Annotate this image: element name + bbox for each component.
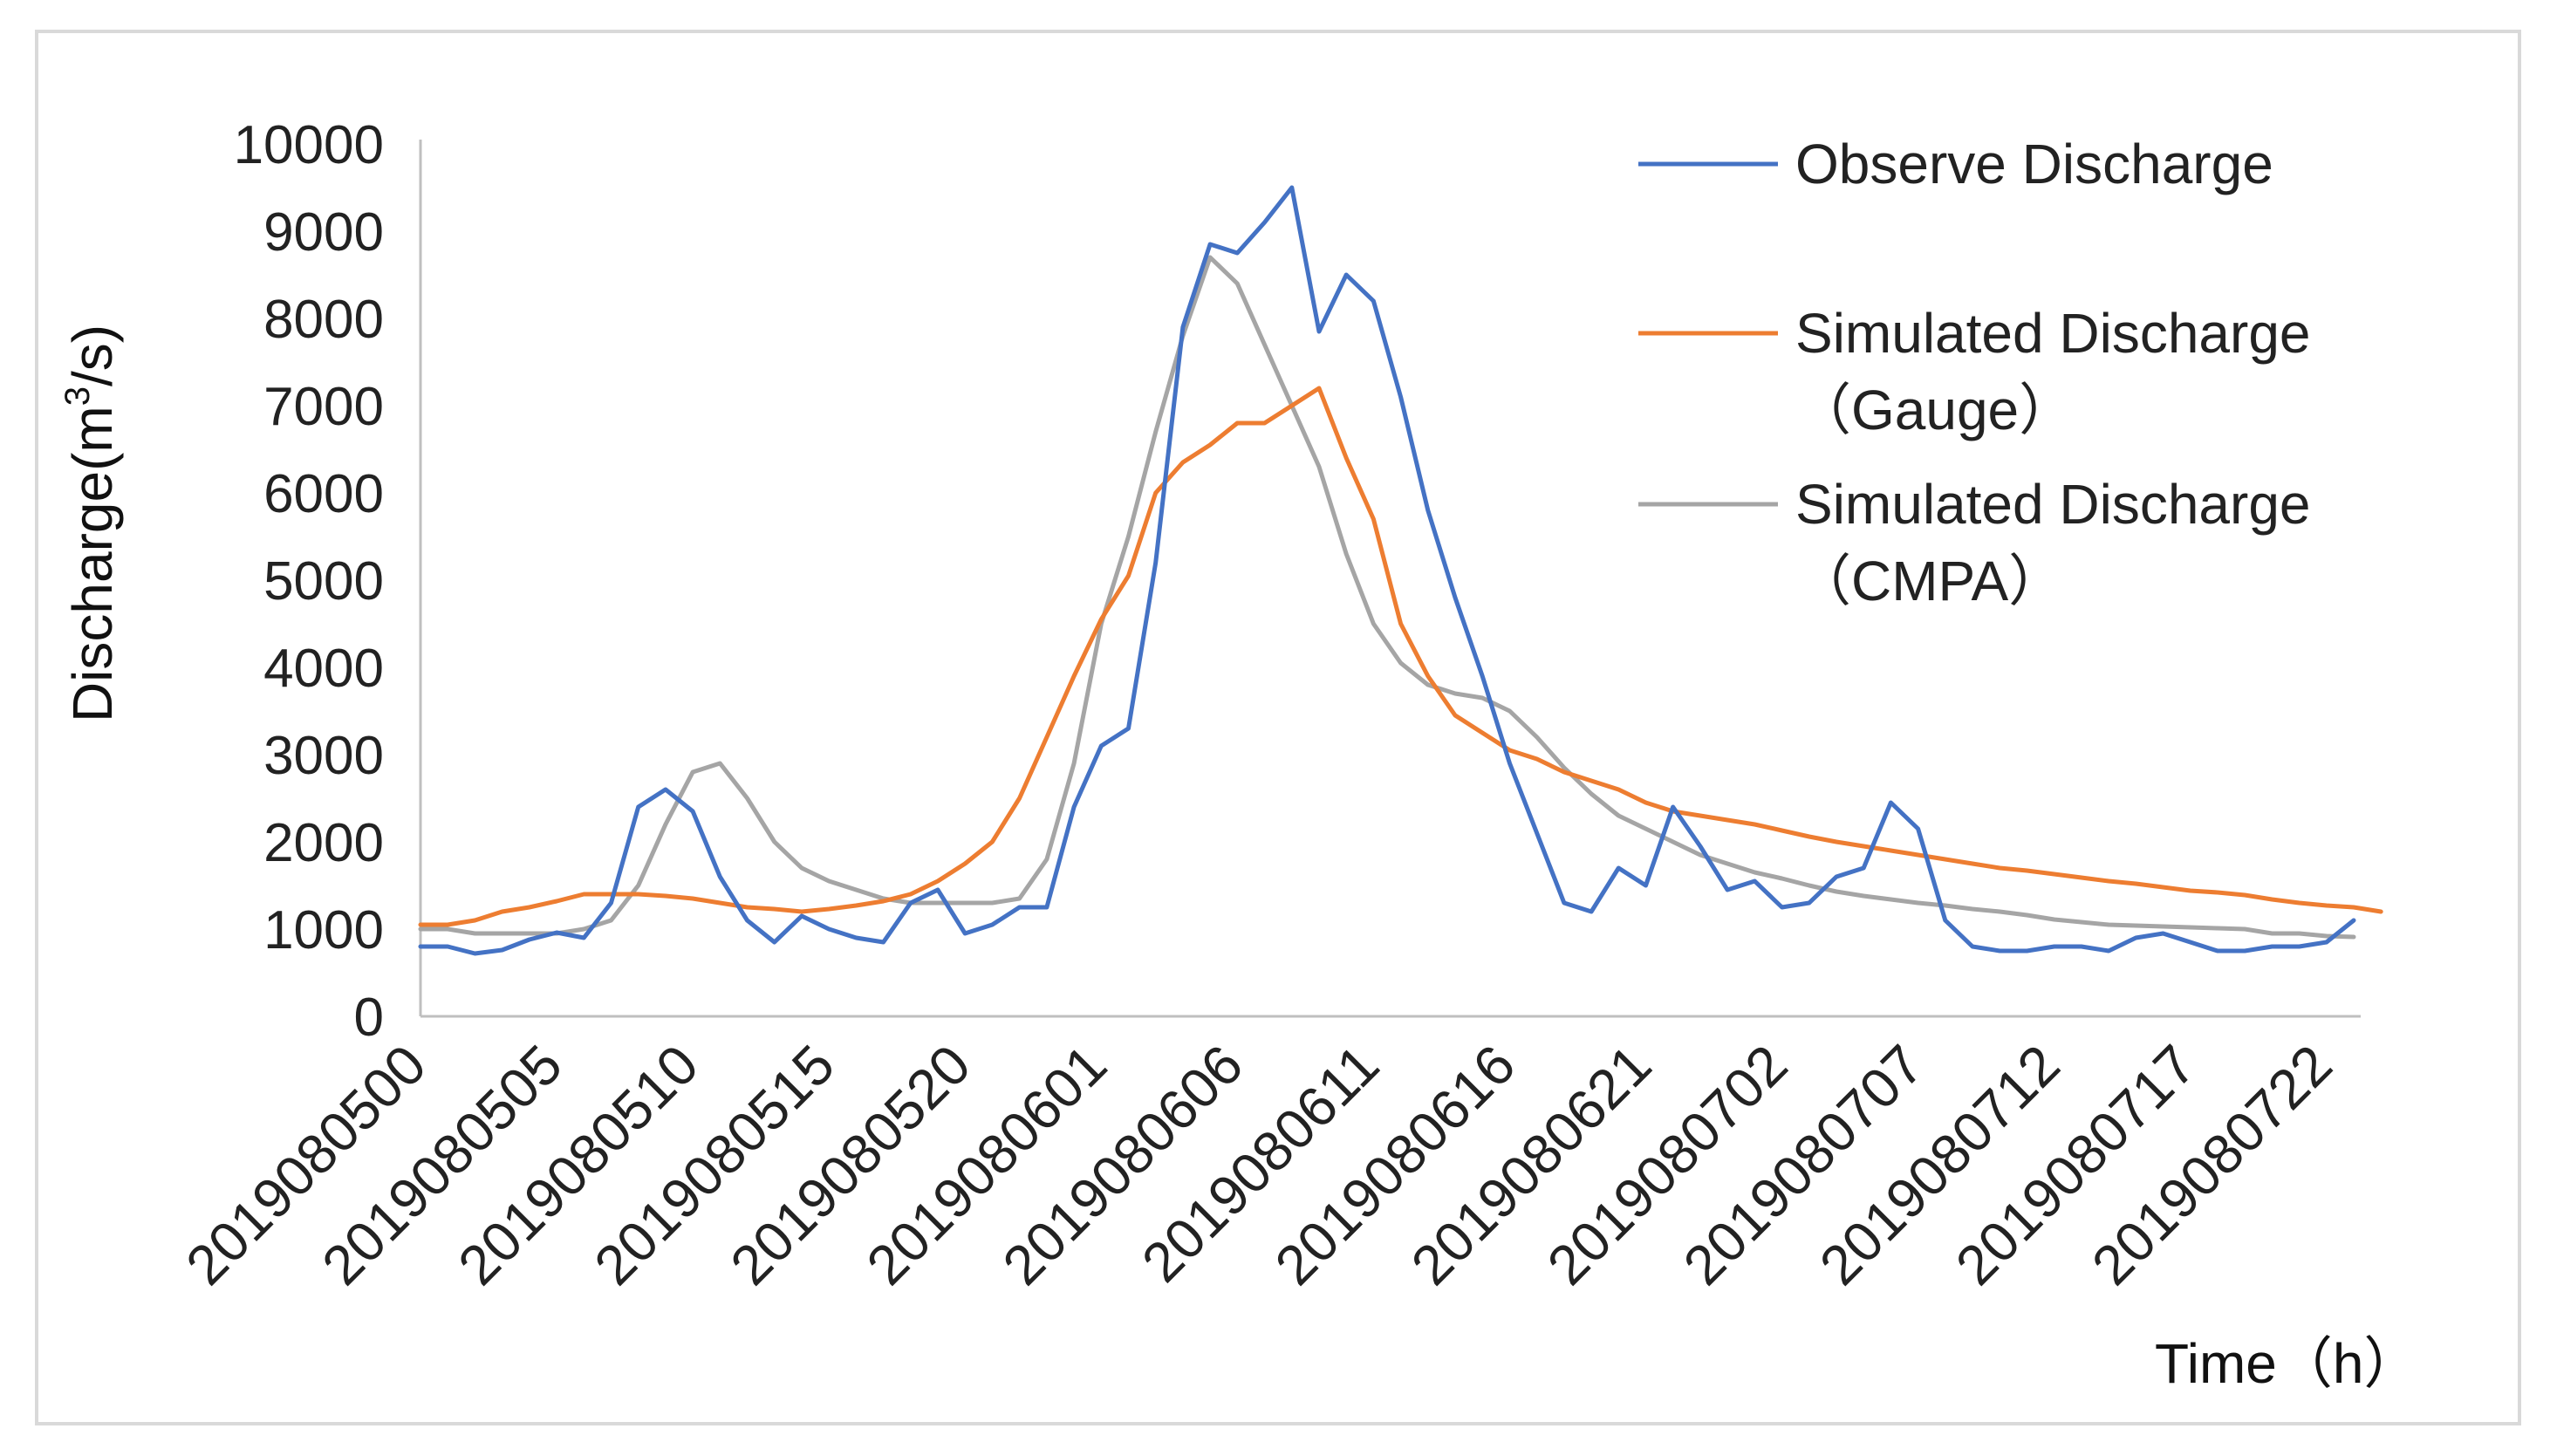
series-line-observe — [418, 185, 2356, 956]
y-tick-label: 6000 — [263, 464, 384, 524]
y-tick-label: 1000 — [263, 900, 384, 960]
y-axis-ticks: 0 1000 2000 3000 4000 5000 6000 7000 8000 9000 100… — [234, 115, 384, 1048]
y-axis-title-superscript: 3 — [58, 386, 97, 406]
legend-label-cmpa: Simulated Discharge — [1795, 473, 2311, 536]
series-line-cmpa — [418, 255, 2356, 940]
y-tick-label: 2000 — [263, 813, 384, 873]
chart-frame — [35, 30, 2521, 1425]
y-tick-label: 4000 — [263, 639, 384, 699]
y-tick-label: 9000 — [263, 202, 384, 263]
legend-sublabel-gauge: （Gauge） — [1795, 379, 2075, 441]
legend: Observe Discharge Simulated Discharge （Gau… — [1638, 133, 2311, 612]
y-tick-label: 0 — [354, 988, 384, 1048]
y-tick-label: 8000 — [263, 290, 384, 350]
legend-label-gauge: Simulated Discharge — [1795, 302, 2311, 365]
y-axis-title: Discharge(m3/s) — [58, 325, 124, 722]
x-axis-title: Time（h） — [2155, 1332, 2419, 1395]
y-axis-title-tail: /s) — [61, 325, 124, 386]
legend-label-observe: Observe Discharge — [1795, 133, 2273, 195]
y-tick-label: 5000 — [263, 551, 384, 612]
y-tick-label: 3000 — [263, 726, 384, 786]
y-tick-label: 7000 — [263, 377, 384, 437]
series-lines — [418, 185, 2383, 956]
x-axis-ticks: 2019080500201908050520190805102019080515… — [174, 1033, 2343, 1297]
legend-sublabel-cmpa: （CMPA） — [1795, 550, 2064, 612]
axes — [419, 140, 2361, 1018]
y-tick-label: 10000 — [234, 115, 384, 175]
y-axis-title-base: Discharge(m — [61, 406, 124, 722]
series-line-gauge — [418, 386, 2383, 927]
